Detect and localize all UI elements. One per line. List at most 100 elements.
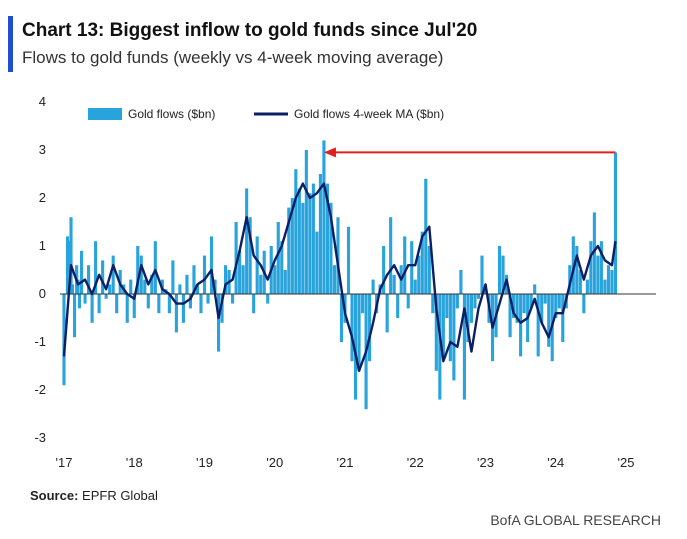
gold-flow-bar [83, 294, 87, 304]
gold-flow-bar [403, 236, 407, 294]
gold-flow-bar [350, 294, 354, 362]
x-tick-label: '25 [618, 455, 635, 470]
gold-flow-bar [76, 279, 80, 294]
x-tick-label: '19 [196, 455, 213, 470]
gold-flow-bar [497, 246, 502, 294]
gold-flow-bar [396, 294, 400, 318]
gold-flow-bar [178, 284, 182, 294]
gold-flow-bar [185, 274, 189, 294]
gold-flow-bar [70, 284, 74, 294]
gold-flow-bar [501, 255, 505, 294]
bar-series [62, 140, 618, 410]
source-value: EPFR Global [82, 488, 158, 503]
gold-flow-bar [80, 250, 84, 294]
gold-flow-bar [90, 294, 94, 323]
gold-flow-bar [216, 294, 221, 352]
gold-flow-bar [115, 294, 119, 314]
x-tick-label: '18 [126, 455, 143, 470]
y-tick-label: -2 [34, 382, 46, 397]
gold-flow-bar [87, 265, 91, 294]
gold-flow-bar [561, 294, 565, 342]
gold-flow-bar [167, 294, 171, 314]
legend-swatch-gold-flows [88, 108, 122, 120]
gold-flow-bar [452, 294, 456, 381]
legend-label-gold-flows: Gold flows ($bn) [128, 107, 215, 121]
gold-flow-bar [512, 294, 516, 318]
gold-flow-bar [248, 217, 252, 294]
gold-flow-bar [536, 294, 540, 357]
gold-flow-bar [77, 294, 82, 309]
gold-flow-bar [129, 279, 133, 294]
gold-flow-bar [318, 174, 322, 294]
gold-flow-bar [181, 294, 185, 323]
gold-flow-bar [188, 294, 193, 309]
gold-flow-bar [603, 279, 607, 294]
gold-flow-bar [157, 294, 161, 314]
gold-flow-bar [529, 294, 533, 309]
gold-flow-bar [241, 265, 245, 294]
gold-flow-bar [143, 279, 147, 294]
gold-flow-bar [304, 150, 308, 294]
gold-flow-bar [554, 294, 558, 318]
gold-flow-bar [533, 284, 537, 294]
gold-flow-bar [582, 294, 586, 314]
gold-flow-bar [508, 294, 512, 338]
legend: Gold flows ($bn) Gold flows 4-week MA ($… [88, 107, 444, 121]
gold-flow-bar [431, 294, 435, 314]
gold-flow-bar [469, 294, 474, 323]
gold-flow-bar [368, 294, 372, 362]
gold-flow-bar [420, 231, 424, 294]
gold-flow-bar [108, 284, 112, 294]
gold-flow-bar [287, 207, 291, 294]
gold-flow-bar [392, 274, 396, 294]
gold-flow-bar [599, 241, 603, 294]
gold-flow-bar [245, 188, 249, 294]
gold-flow-bar [353, 294, 358, 400]
gold-flow-bar [417, 255, 421, 294]
gold-flow-bar [231, 294, 235, 304]
gold-flow-bar [308, 193, 312, 294]
gold-flow-bar [259, 274, 263, 294]
y-tick-label: -1 [34, 334, 46, 349]
gold-flow-bar [104, 294, 108, 299]
x-tick-label: '17 [56, 455, 73, 470]
gold-flow-bar [101, 260, 105, 294]
y-axis: 4 3 2 1 0 -1 -2 -3 [34, 94, 46, 445]
gold-flow-bar [438, 294, 442, 400]
gold-flow-bar [448, 294, 452, 362]
gold-flow-bar [406, 294, 410, 309]
gold-flow-bar [585, 279, 589, 294]
gold-flow-bar [480, 255, 484, 294]
title-accent-bar [8, 16, 13, 72]
annotation-arrow-head [323, 147, 336, 158]
gold-flow-bar [171, 260, 175, 294]
gold-flow-bar [111, 255, 115, 294]
x-tick-label: '22 [407, 455, 424, 470]
gold-flow-bar [195, 284, 200, 294]
annotation-arrow [323, 147, 616, 158]
gold-flow-bar [339, 294, 344, 342]
x-tick-label: '23 [477, 455, 494, 470]
gold-flow-bar [283, 270, 287, 294]
gold-flow-bar [238, 250, 242, 294]
x-tick-label: '24 [547, 455, 564, 470]
gold-flow-bar [266, 294, 270, 304]
gold-flow-bar [301, 202, 305, 294]
gold-flow-bar [224, 265, 228, 294]
gold-flow-bar [252, 294, 256, 314]
gold-flow-bar [578, 270, 582, 294]
gold-flow-bar [462, 294, 466, 400]
x-tick-label: '20 [266, 455, 283, 470]
gold-flow-bar [332, 265, 337, 294]
gold-flow-bar [202, 255, 207, 294]
legend-label-ma: Gold flows 4-week MA ($bn) [294, 107, 444, 121]
gold-flow-bar [613, 152, 618, 294]
x-axis: '17 '18 '19 '20 '21 '22 '23 '24 '25 [56, 455, 635, 470]
gold-flow-bar [575, 246, 579, 294]
gold-flow-bar [276, 222, 280, 294]
y-tick-label: -3 [34, 430, 46, 445]
gold-flow-bar [209, 236, 214, 294]
gold-flow-bar [543, 294, 547, 304]
gold-flow-bar [150, 274, 154, 294]
